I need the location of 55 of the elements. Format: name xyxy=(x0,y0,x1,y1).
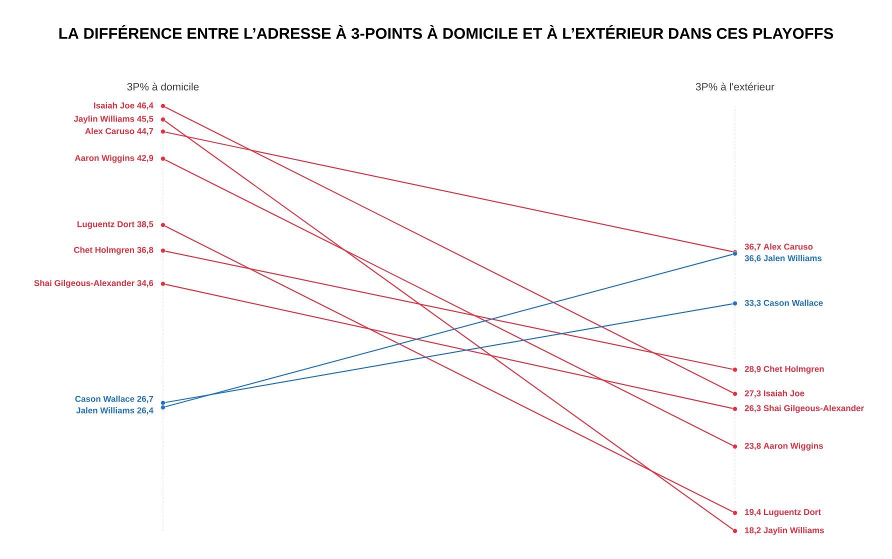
text: Jaylin Williams xyxy=(74,116,134,124)
data-label: 26,3 xyxy=(744,405,761,412)
text: Luguentz Dort xyxy=(78,221,134,229)
chart-title: LA DIFFÉRENCE ENTRE L’ADRESSE À 3-POINTS À DOMICILE ET À L’EXTÉRIEUR DANS CES PLAYOFFS xyxy=(59,25,834,39)
data-label: 28,9 xyxy=(744,366,761,374)
data-label: 23,8 xyxy=(744,442,761,450)
data-label: 36,6 xyxy=(744,255,761,262)
point xyxy=(160,156,166,162)
point xyxy=(160,103,166,108)
text: Alex Caruso xyxy=(85,128,134,134)
x-tick-label: 3P% à domicile xyxy=(127,82,199,90)
text: Jalen Williams xyxy=(76,407,134,414)
data-label: 46,4 xyxy=(137,102,154,110)
text: Isaiah Joe xyxy=(764,390,804,396)
text: Chet Holmgren xyxy=(74,246,134,255)
data-label: 18,2 xyxy=(745,527,761,534)
data-label: 44,7 xyxy=(137,128,154,136)
point xyxy=(160,117,166,122)
data-label: 33,3 xyxy=(744,300,761,308)
data-label: 27,3 xyxy=(744,390,761,398)
point xyxy=(732,444,738,450)
point xyxy=(160,129,166,134)
text: Chet Holmgren xyxy=(764,366,824,374)
point xyxy=(732,391,738,396)
data-label: 26,4 xyxy=(137,407,154,415)
text: Jalen Williams xyxy=(764,254,822,262)
data-label: 42,9 xyxy=(137,154,154,162)
point xyxy=(732,510,738,516)
text: Cason Wallace xyxy=(764,300,823,306)
data-label: 34,6 xyxy=(137,280,154,288)
x-tick-label: 3P% à l'extérieur xyxy=(696,82,774,90)
text: Cason Wallace xyxy=(75,396,134,402)
data-label: 36,7 xyxy=(744,244,761,251)
text: Aaron Wiggins xyxy=(74,154,134,163)
data-label: 38,5 xyxy=(137,221,154,228)
point xyxy=(160,400,166,406)
text: Aaron Wiggins xyxy=(764,442,823,451)
point xyxy=(732,300,738,306)
data-label: 45,5 xyxy=(137,116,154,124)
point xyxy=(160,222,166,228)
data-label: 26,7 xyxy=(137,396,154,404)
text: Alex Caruso xyxy=(764,243,813,250)
point xyxy=(160,248,166,254)
text: Shai Gilgeous-Alexander xyxy=(764,404,864,413)
text: Isaiah Joe xyxy=(94,102,134,108)
point xyxy=(732,367,738,372)
point xyxy=(732,406,738,412)
text: Shai Gilgeous-Alexander xyxy=(34,280,134,288)
point xyxy=(160,404,166,410)
text: Jaylin Williams xyxy=(764,527,824,535)
text: Luguentz Dort xyxy=(764,509,821,517)
data-label: 19,4 xyxy=(745,509,762,516)
point xyxy=(160,281,166,286)
data-label: 36,8 xyxy=(137,246,154,254)
point xyxy=(732,528,738,534)
